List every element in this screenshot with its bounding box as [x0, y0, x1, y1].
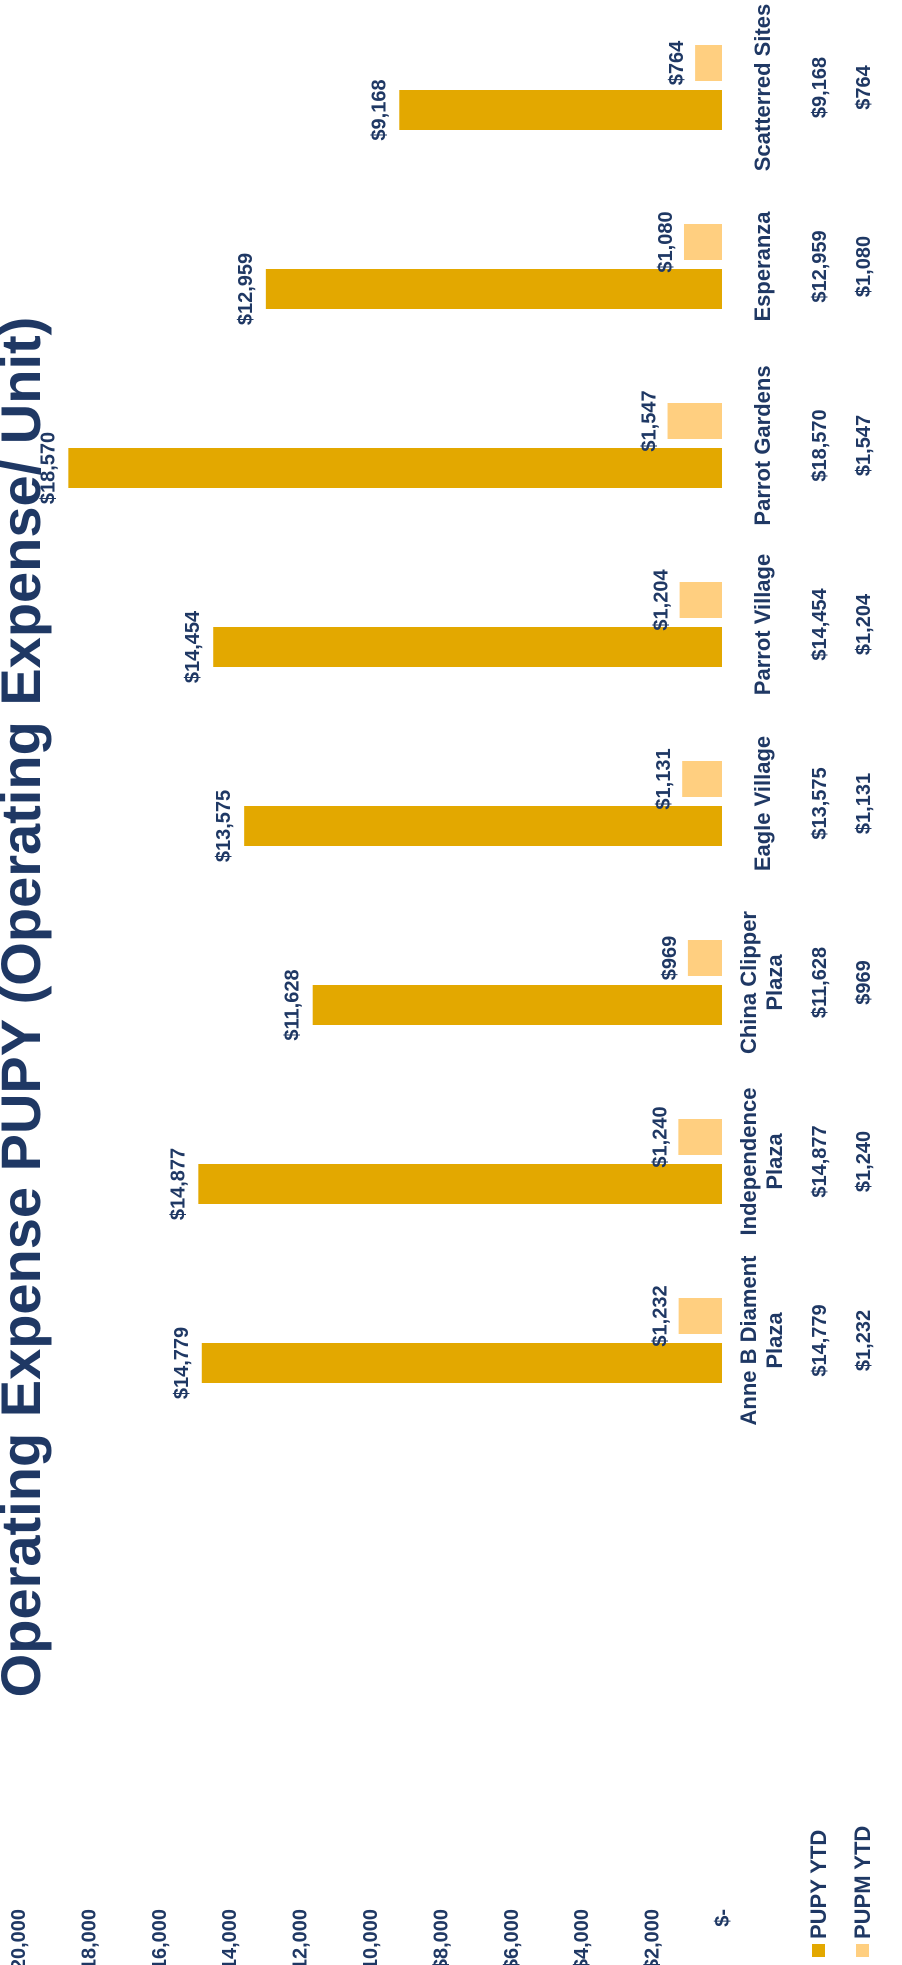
legend-label-pupy-ytd: PUPY YTD [806, 1830, 831, 1939]
table-value-pupm-ytd: $1,232 [853, 1310, 875, 1371]
chart-title: Operating Expense PUPY (Operating Expens… [0, 317, 52, 1698]
data-label-pupm-ytd: $1,232 [650, 1285, 672, 1346]
data-label-pupy-ytd: $14,877 [167, 1148, 189, 1220]
category-label: Plaza [762, 954, 787, 1011]
y-tick-label: $20,000 [8, 1909, 30, 1965]
y-tick-label: $10,000 [360, 1909, 382, 1965]
data-label-pupy-ytd: $13,575 [213, 790, 235, 862]
data-label-pupy-ytd: $12,959 [235, 253, 257, 325]
bar-pupy-ytd [265, 269, 722, 309]
y-tick-label: $6,000 [501, 1909, 523, 1965]
table-value-pupy-ytd: $11,628 [809, 947, 831, 1018]
legend-swatch-pupy-ytd [812, 1944, 825, 1957]
bar-pupm-ytd [682, 761, 722, 797]
table-value-pupy-ytd: $14,877 [809, 1125, 831, 1197]
bar-pupm-ytd [678, 1119, 722, 1155]
y-tick-label: $- [712, 1909, 734, 1927]
data-label-pupm-ytd: $1,204 [651, 569, 673, 631]
table-value-pupm-ytd: $1,240 [853, 1131, 875, 1192]
data-label-pupm-ytd: $969 [659, 936, 681, 981]
data-label-pupy-ytd: $11,628 [282, 969, 304, 1040]
bar-pupy-ytd [213, 627, 722, 667]
table-value-pupy-ytd: $13,575 [809, 767, 831, 839]
y-tick-label: $18,000 [78, 1909, 100, 1965]
bar-pupy-ytd [68, 448, 722, 488]
table-value-pupm-ytd: $764 [853, 64, 875, 109]
y-tick-label: $8,000 [430, 1909, 452, 1965]
bar-pupy-ytd [201, 1343, 723, 1383]
table-value-pupm-ytd: $1,131 [853, 773, 875, 834]
data-label-pupm-ytd: $1,547 [639, 390, 661, 451]
data-label-pupm-ytd: $764 [666, 40, 688, 85]
data-label-pupm-ytd: $1,240 [649, 1106, 671, 1167]
data-label-pupy-ytd: $14,454 [182, 610, 204, 683]
y-tick-label: $4,000 [571, 1909, 593, 1965]
table-value-pupm-ytd: $1,547 [853, 415, 875, 476]
table-value-pupy-ytd: $9,168 [809, 57, 831, 118]
bar-pupm-ytd [695, 45, 722, 81]
bar-pupy-ytd [312, 985, 722, 1025]
data-label-pupy-ytd: $9,168 [368, 79, 390, 140]
table-value-pupy-ytd: $14,454 [809, 587, 831, 660]
category-label: Independence [736, 1088, 761, 1236]
bar-pupm-ytd [678, 1298, 723, 1334]
bar-pupy-ytd [244, 806, 722, 846]
legend-swatch-pupm-ytd [856, 1944, 869, 1957]
data-label-pupy-ytd: $18,570 [37, 432, 59, 504]
table-value-pupy-ytd: $12,959 [809, 230, 831, 302]
category-label: Parrot Gardens [750, 365, 775, 525]
category-label: Scatterred Sites [750, 4, 775, 172]
table-value-pupy-ytd: $18,570 [809, 409, 831, 481]
data-label-pupm-ytd: $1,080 [655, 211, 677, 272]
y-tick-label: $12,000 [290, 1909, 312, 1965]
bar-pupm-ytd [687, 940, 722, 976]
category-label: Eagle Village [750, 736, 775, 871]
data-label-pupm-ytd: $1,131 [653, 748, 675, 809]
bar-pupm-ytd [683, 224, 723, 260]
legend-label-pupm-ytd: PUPM YTD [850, 1826, 875, 1939]
bar-pupm-ytd [679, 582, 722, 618]
data-label-pupy-ytd: $14,779 [171, 1327, 193, 1399]
category-label: Esperanza [750, 211, 775, 322]
category-label: Parrot Village [750, 554, 775, 695]
y-tick-label: $16,000 [149, 1909, 171, 1965]
table-value-pupm-ytd: $969 [853, 960, 875, 1005]
category-label: Anne B Diament [736, 1255, 761, 1426]
y-tick-label: $2,000 [642, 1909, 664, 1965]
table-value-pupm-ytd: $1,080 [853, 236, 875, 297]
category-label: China Clipper [736, 911, 761, 1054]
y-tick-label: $14,000 [219, 1909, 241, 1965]
bar-pupm-ytd [667, 403, 722, 439]
category-label: Plaza [762, 1312, 787, 1369]
bar-pupy-ytd [198, 1164, 723, 1204]
category-label: Plaza [762, 1133, 787, 1190]
table-value-pupm-ytd: $1,204 [853, 593, 875, 655]
bar-pupy-ytd [399, 90, 722, 130]
table-value-pupy-ytd: $14,779 [809, 1304, 831, 1376]
